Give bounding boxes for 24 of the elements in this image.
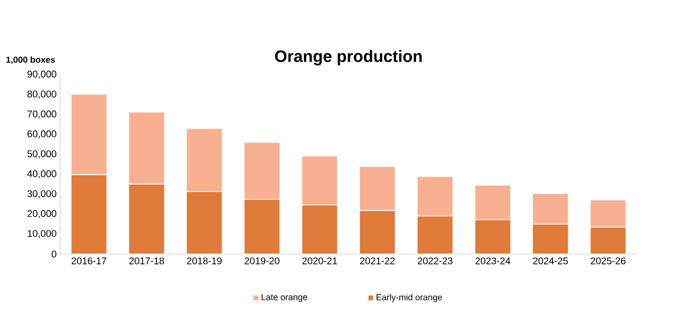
y-tick-label: 30,000 [27,190,56,198]
y-tick-label: 50,000 [27,150,56,158]
y-axis-title: 1,000 boxes [6,56,55,64]
y-tick-label: 70,000 [28,110,56,119]
x-tick-label: 2021-22 [360,258,395,264]
x-tick-label: 2019-20 [244,258,280,264]
x-tick-label: 2017-18 [129,258,164,264]
y-tick-label: 60,000 [28,130,56,139]
y-tick-label: 90,000 [27,70,56,79]
x-tick-label: 2022-23 [418,258,452,264]
y-tick-label: 0 [52,250,56,258]
x-tick-label: 2016-17 [72,258,106,264]
y-tick-label: 20,000 [28,210,56,218]
chart-title: Orange production [275,50,422,66]
legend-label: Late orange [262,294,308,302]
x-tick-label: 2025-26 [590,258,626,264]
x-tick-label: 2023-24 [475,258,510,264]
x-tick-label: 2020-21 [302,258,338,264]
y-tick-label: 40,000 [27,170,56,178]
y-tick-label: 10,000 [28,230,56,238]
x-tick-label: 2024-25 [533,258,568,264]
legend-label: Early-mid orange [376,294,442,302]
x-tick-label: 2018-19 [187,258,222,264]
y-tick-label: 80,000 [27,90,56,99]
